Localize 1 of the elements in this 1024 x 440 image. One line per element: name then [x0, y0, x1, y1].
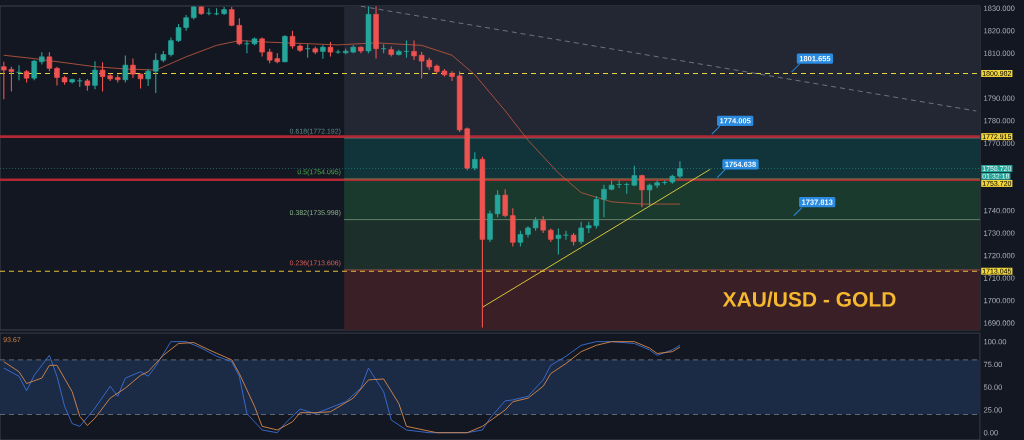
text: XAU/USD - GOLD: [722, 291, 896, 308]
